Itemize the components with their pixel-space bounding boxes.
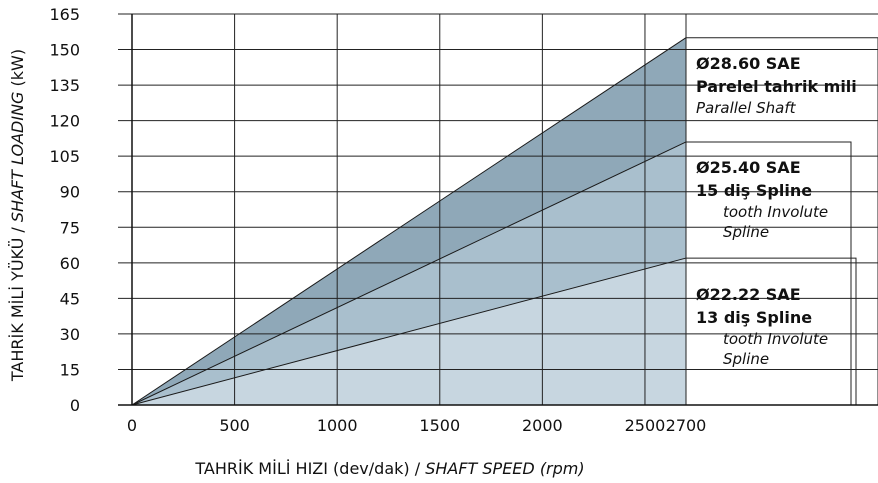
chart-series-lines xyxy=(131,37,687,406)
y-tick-label: 30 xyxy=(60,325,80,344)
y-tick-label: 105 xyxy=(49,147,80,166)
series-line-2 xyxy=(131,257,687,406)
x-axis-label-main: TAHRİK MİLİ HIZI (dev/dak) / xyxy=(194,459,425,478)
y-tick-label: 165 xyxy=(49,5,80,24)
y-axis-label-main: TAHRİK MİLİ YÜKÜ / xyxy=(8,222,27,382)
chart-axes xyxy=(118,14,878,406)
y-axis-label-unit: (kW) xyxy=(8,49,27,92)
annotation-title: Ø28.60 SAE xyxy=(696,54,801,73)
annotation-title: Ø25.40 SAE xyxy=(696,158,801,177)
annotation-13-spline: Ø22.22 SAE 13 diş Spline tooth Involute … xyxy=(696,283,828,369)
callout-box-2 xyxy=(686,257,857,405)
y-axis-label-italic: SHAFT LOADING xyxy=(8,92,27,223)
y-tick-label: 90 xyxy=(60,183,80,202)
callout-box-0 xyxy=(686,37,878,405)
chart-callouts xyxy=(686,37,878,405)
annotation-note: tooth Involute xyxy=(723,330,829,348)
annotation-note: Parallel Shaft xyxy=(696,99,796,117)
annotation-note-2: Spline xyxy=(723,350,770,368)
x-tick-label: 500 xyxy=(219,416,250,435)
y-tick-label: 60 xyxy=(60,254,80,273)
x-axis-label: TAHRİK MİLİ HIZI (dev/dak) / SHAFT SPEED… xyxy=(194,459,584,478)
annotation-note: tooth Involute xyxy=(723,203,829,221)
x-tick-label: 0 xyxy=(127,416,137,435)
y-tick-label: 150 xyxy=(49,41,80,60)
callout-box-1 xyxy=(686,141,852,405)
annotation-title: Ø22.22 SAE xyxy=(696,285,801,304)
y-tick-label: 45 xyxy=(60,289,80,308)
annotation-subtitle: 13 diş Spline xyxy=(696,308,813,327)
annotation-parallel-shaft: Ø28.60 SAE Parelel tahrik mili Parallel … xyxy=(696,52,857,118)
annotation-subtitle: 15 diş Spline xyxy=(696,181,813,200)
y-axis-label: TAHRİK MİLİ YÜKÜ / SHAFT LOADING (kW) xyxy=(8,49,27,382)
annotation-subtitle: Parelel tahrik mili xyxy=(696,77,857,96)
x-tick-label: 2700 xyxy=(666,416,707,435)
chart-ticks: 0 15 30 45 60 75 90 105 120 135 150 165 0 500 1000 1500… xyxy=(49,5,706,435)
y-tick-label: 135 xyxy=(49,76,80,95)
annotation-note-2: Spline xyxy=(723,223,770,241)
y-tick-label: 0 xyxy=(70,396,80,415)
chart-grid xyxy=(118,13,878,406)
x-tick-label: 2500 xyxy=(625,416,666,435)
x-tick-label: 1500 xyxy=(419,416,460,435)
y-tick-label: 120 xyxy=(49,112,80,131)
x-tick-label: 2000 xyxy=(522,416,563,435)
y-tick-label: 75 xyxy=(60,218,80,237)
series-line-0 xyxy=(131,37,687,406)
annotation-15-spline: Ø25.40 SAE 15 diş Spline tooth Involute … xyxy=(696,156,828,242)
x-tick-label: 1000 xyxy=(317,416,358,435)
series-line-1 xyxy=(131,141,687,406)
y-tick-label: 15 xyxy=(60,360,80,379)
x-axis-label-italic: SHAFT SPEED (rpm) xyxy=(425,459,584,478)
